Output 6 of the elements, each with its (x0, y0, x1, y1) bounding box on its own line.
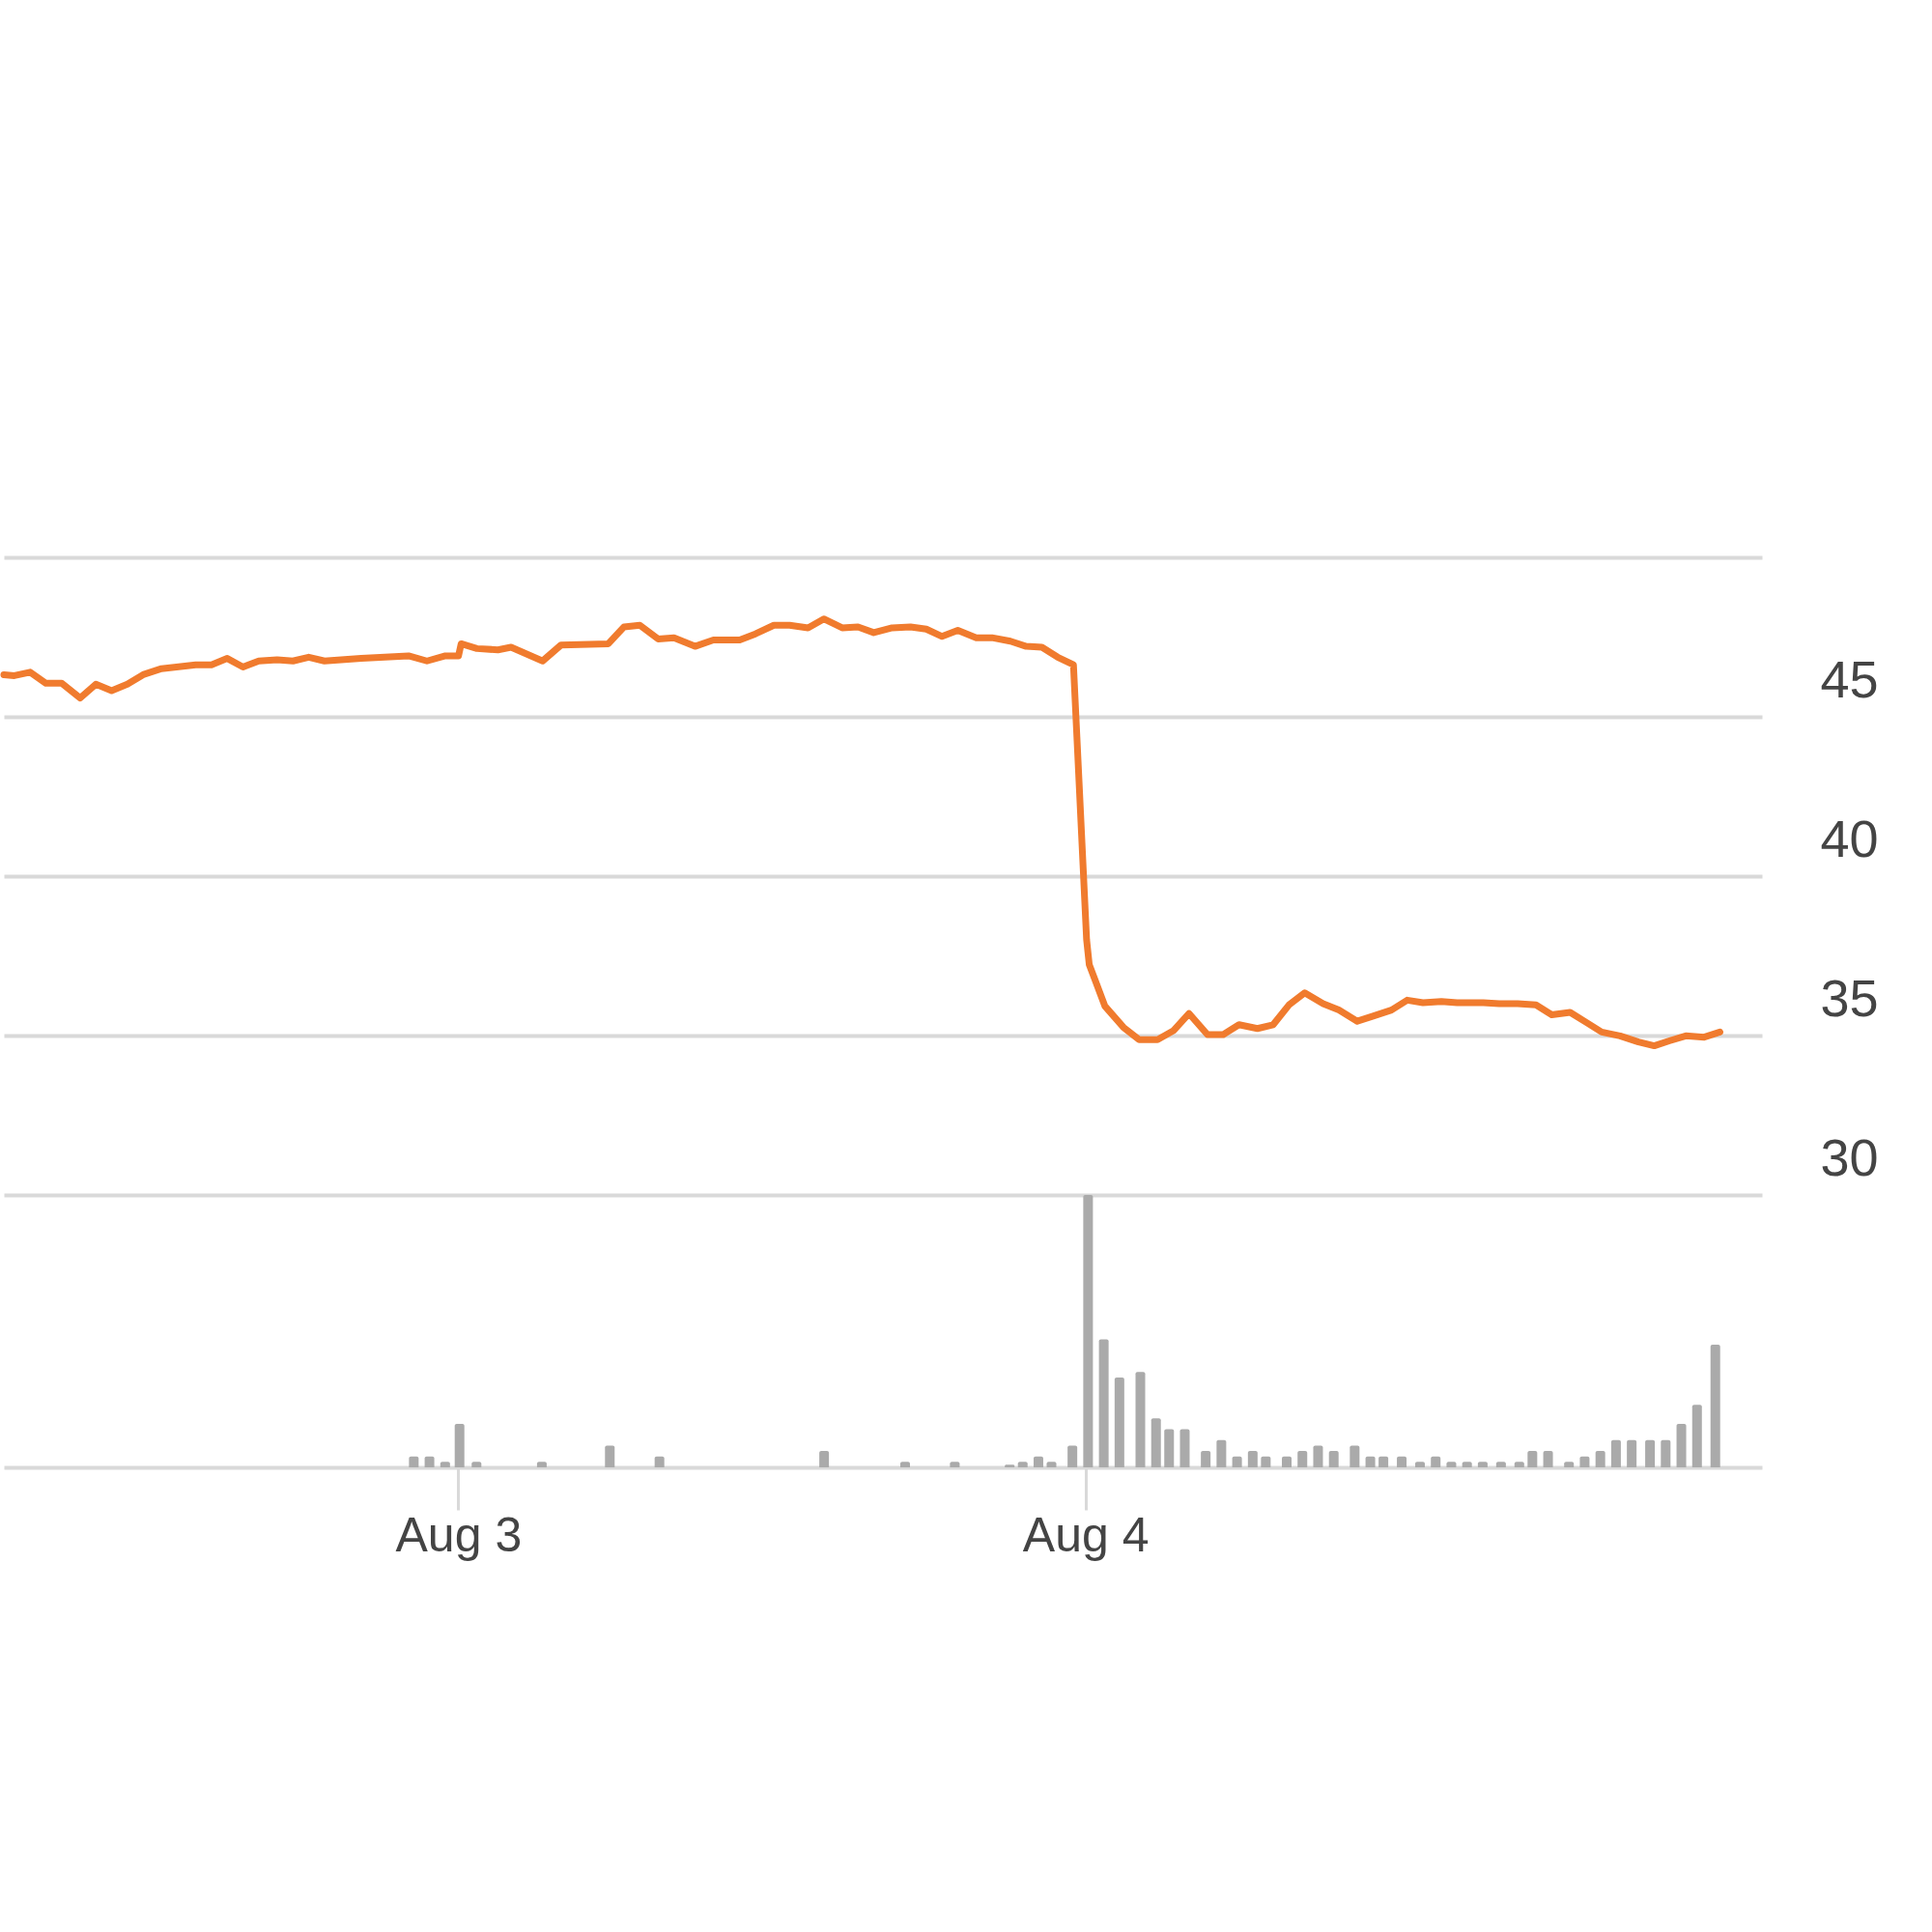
y-tick-label: 45 (1820, 649, 1879, 708)
x-tick-label: Aug 4 (1022, 1507, 1150, 1562)
y-tick-label: 30 (1820, 1127, 1879, 1186)
x-tick-label: Aug 3 (395, 1507, 523, 1562)
y-tick-label: 40 (1820, 809, 1879, 867)
y-tick-label: 35 (1820, 968, 1879, 1027)
